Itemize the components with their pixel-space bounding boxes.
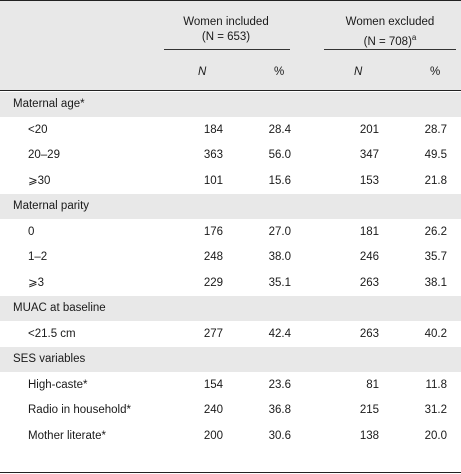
group-rule-included xyxy=(164,49,290,50)
row-label: 1–2 xyxy=(28,251,48,263)
section-label: MUAC at baseline xyxy=(13,302,106,314)
group-header-excluded: Women excluded (N = 708)a xyxy=(320,15,460,50)
row-label: 20–29 xyxy=(28,149,60,161)
included-n-cell: 200 xyxy=(203,429,223,442)
table-row: ⩾3 229 35.1 263 38.1 xyxy=(0,271,461,296)
table-row: 0 176 27.0 181 26.2 xyxy=(0,220,461,245)
excluded-n-cell: 215 xyxy=(359,404,379,416)
excluded-pct-cell: 28.7 xyxy=(424,123,447,136)
excluded-n-cell: 181 xyxy=(359,225,379,238)
row-label: <20 xyxy=(28,123,48,136)
excluded-n-cell: 201 xyxy=(359,123,379,136)
included-pct-cell: 30.6 xyxy=(268,429,291,442)
column-header-included-n: N xyxy=(198,66,207,78)
excluded-pct-cell: 20.0 xyxy=(424,429,447,442)
table-row: <21.5 cm 277 42.4 263 40.2 xyxy=(0,322,461,347)
excluded-pct-cell: 21.8 xyxy=(424,174,447,187)
row-label: Mother literate* xyxy=(28,429,106,442)
included-pct-cell: 15.6 xyxy=(268,174,291,187)
table-row: ⩾30 101 15.6 153 21.8 xyxy=(0,169,461,194)
table-row: 1–2 248 38.0 246 35.7 xyxy=(0,245,461,270)
excluded-pct-cell: 49.5 xyxy=(424,149,447,161)
excluded-pct-cell: 40.2 xyxy=(424,327,447,340)
included-n-cell: 154 xyxy=(203,378,223,391)
group-title-excluded: Women excluded xyxy=(345,16,435,28)
included-n-cell: 184 xyxy=(203,123,223,136)
table-row: Radio in household* 240 36.8 215 31.2 xyxy=(0,398,461,423)
included-n-cell: 176 xyxy=(203,225,223,238)
included-pct-cell: 38.0 xyxy=(268,251,291,263)
excluded-pct-cell: 38.1 xyxy=(424,276,447,289)
row-label: High-caste* xyxy=(28,378,88,391)
table-row: <20 184 28.4 201 28.7 xyxy=(0,118,461,143)
column-header-excluded-pct: % xyxy=(430,66,441,78)
included-pct-cell: 28.4 xyxy=(268,123,291,136)
row-label: 0 xyxy=(28,225,35,238)
included-n-cell: 240 xyxy=(203,404,223,416)
row-label: ⩾3 xyxy=(28,276,45,289)
section-label: Maternal age* xyxy=(13,98,85,110)
column-header-excluded-n: N xyxy=(354,66,363,78)
section-row: Maternal parity xyxy=(0,194,461,219)
group-header-included: Women included (N = 653) xyxy=(160,15,292,45)
excluded-pct-cell: 26.2 xyxy=(424,225,447,238)
excluded-n-cell: 263 xyxy=(359,327,379,340)
excluded-pct-cell: 31.2 xyxy=(424,404,447,416)
section-label: Maternal parity xyxy=(13,200,90,212)
section-row: SES variables xyxy=(0,347,461,372)
column-header-included-pct: % xyxy=(274,66,285,78)
included-n-cell: 101 xyxy=(203,174,223,187)
section-label: SES variables xyxy=(13,353,86,365)
table-header: Women included (N = 653) Women excluded … xyxy=(0,0,461,91)
table-row: High-caste* 154 23.6 81 11.8 xyxy=(0,373,461,398)
group-rule-excluded xyxy=(324,49,456,50)
included-pct-cell: 23.6 xyxy=(268,378,291,391)
included-n-cell: 363 xyxy=(203,149,223,161)
included-n-cell: 229 xyxy=(203,276,223,289)
group-title-included: Women included xyxy=(183,16,269,28)
section-row: Maternal age* xyxy=(0,92,461,117)
excluded-n-cell: 246 xyxy=(359,251,379,263)
group-count-included: (N = 653) xyxy=(201,31,251,43)
excluded-n-cell: 81 xyxy=(366,378,379,391)
excluded-n-cell: 263 xyxy=(359,276,379,289)
section-row: MUAC at baseline xyxy=(0,296,461,321)
group-count-excluded: (N = 708)a xyxy=(363,33,417,48)
excluded-pct-cell: 11.8 xyxy=(425,378,447,391)
row-label: ⩾30 xyxy=(28,174,51,187)
excluded-pct-cell: 35.7 xyxy=(424,251,447,263)
included-pct-cell: 42.4 xyxy=(268,327,291,340)
included-pct-cell: 56.0 xyxy=(268,149,291,161)
excluded-n-cell: 347 xyxy=(359,149,379,161)
included-pct-cell: 36.8 xyxy=(268,404,291,416)
footnote-marker: a xyxy=(411,33,417,42)
included-n-cell: 277 xyxy=(203,327,223,340)
included-pct-cell: 35.1 xyxy=(268,276,291,289)
table-row: 20–29 363 56.0 347 49.5 xyxy=(0,143,461,168)
included-pct-cell: 27.0 xyxy=(268,225,291,238)
excluded-n-cell: 138 xyxy=(359,429,379,442)
row-label: <21.5 cm xyxy=(28,327,76,340)
bottom-rule xyxy=(0,472,461,473)
table-row: Mother literate* 200 30.6 138 20.0 xyxy=(0,424,461,449)
excluded-n-cell: 153 xyxy=(359,174,379,187)
included-n-cell: 248 xyxy=(203,251,223,263)
row-label: Radio in household* xyxy=(28,404,131,416)
